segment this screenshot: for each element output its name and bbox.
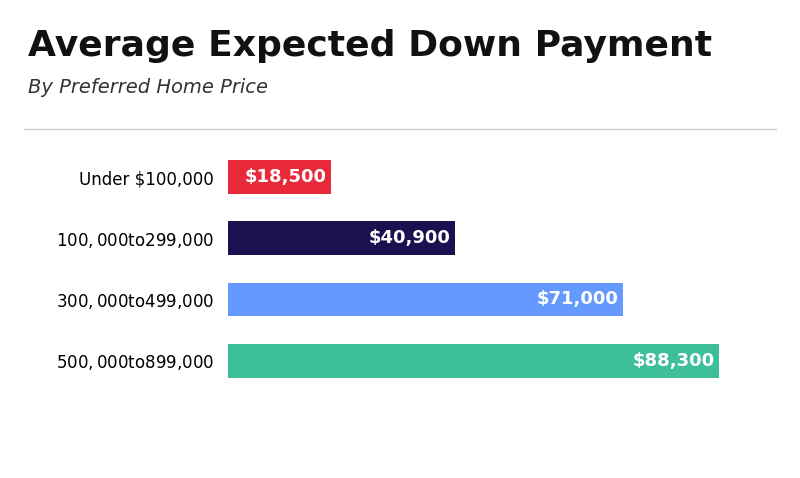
Bar [228, 344, 719, 378]
Bar [228, 282, 622, 316]
Text: Homes: Homes [714, 450, 768, 465]
Text: ROCKET: ROCKET [674, 418, 768, 438]
Text: $71,000: $71,000 [537, 291, 618, 308]
Bar [228, 160, 331, 194]
Text: Source:: Source: [24, 434, 90, 448]
Text: $40,900: $40,900 [369, 229, 451, 247]
Text: Survey of 1,278 prospective and recent home buyers: Survey of 1,278 prospective and recent h… [82, 434, 496, 448]
Text: By Preferred Home Price: By Preferred Home Price [28, 77, 268, 97]
Bar [228, 221, 455, 255]
Text: Average Expected Down Payment: Average Expected Down Payment [28, 30, 712, 64]
Text: $88,300: $88,300 [632, 352, 714, 369]
Text: $18,500: $18,500 [245, 168, 326, 186]
